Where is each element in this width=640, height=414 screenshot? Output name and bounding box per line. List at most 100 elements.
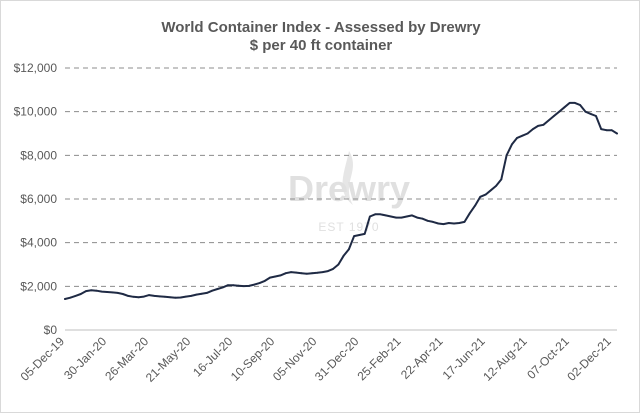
data-point [100,290,103,293]
watermark-brand: Drewry [288,168,410,209]
data-point [164,295,166,298]
data-point [453,222,455,225]
data-point [200,292,203,295]
data-point [489,189,492,192]
data-point [64,298,66,300]
data-point [132,295,135,298]
data-point [411,214,413,217]
data-point [521,134,524,137]
data-point [537,125,539,127]
watermark-flame-icon [342,151,353,205]
watermark-established: EST 1970 [318,220,379,234]
data-point [600,128,603,130]
data-point [263,280,266,282]
data-point [558,110,561,113]
data-point [568,102,571,104]
data-point [505,154,508,157]
data-point [258,282,261,284]
chart-subtitle: $ per 40 ft container [249,37,393,54]
data-point [532,128,534,130]
data-point [153,295,156,297]
data-point [595,115,597,117]
data-point [605,129,608,132]
data-point [447,222,450,224]
data-point [116,292,119,294]
data-point [284,272,287,275]
data-point [185,295,187,298]
data-point [589,113,592,115]
x-tick-label: 25-Feb-21 [355,334,404,383]
x-tick-label: 05-Nov-20 [270,334,320,384]
data-point [384,214,387,217]
data-point [495,185,497,187]
data-point [69,296,72,299]
data-point [190,295,193,297]
data-point [290,271,292,273]
data-point [174,296,177,299]
data-point [179,296,182,299]
data-point [584,110,587,113]
series-line [64,101,618,300]
data-point [211,289,214,292]
data-point [74,295,77,297]
data-point [90,289,93,292]
data-point [574,102,576,104]
y-tick-label: $8,000 [20,148,57,162]
x-tick-label: 05-Dec-19 [18,334,68,384]
x-tick-label: 02-Dec-21 [564,334,614,384]
data-point [106,291,108,293]
data-point [547,119,550,122]
data-point [332,268,334,270]
data-point [516,137,518,139]
data-point [468,212,471,215]
data-point [579,104,582,106]
data-point [511,143,513,146]
x-tick-label: 31-Dec-20 [312,334,362,384]
data-point [421,217,424,220]
data-point [311,272,313,275]
data-point [269,276,271,279]
data-point [363,233,366,235]
data-point [616,132,618,135]
data-point [484,193,487,196]
data-point [553,115,555,117]
data-point [395,216,398,219]
data-point [610,129,613,132]
data-point [206,292,208,294]
data-point [143,295,145,298]
data-point [458,222,461,224]
y-tick-label: $10,000 [14,105,58,119]
data-point [321,271,324,273]
data-point [390,215,392,218]
data-point [221,286,224,289]
data-point [563,106,566,109]
chart-title: World Container Index - Assessed by Drew… [161,19,481,36]
data-point [195,293,198,296]
data-point [148,294,151,296]
data-point [426,219,429,222]
data-point [95,289,98,292]
y-tick-label: $2,000 [20,279,57,293]
data-point [442,223,445,226]
y-tick-label: $0 [44,323,58,337]
data-point [111,291,114,294]
data-point [253,283,256,286]
data-point [405,215,408,218]
data-point [432,221,434,223]
data-point [248,285,250,287]
data-point [437,222,440,225]
data-point [232,284,235,287]
data-point [121,293,124,295]
x-tick-label: 12-Aug-21 [480,334,530,384]
data-point [400,216,403,219]
data-point [526,132,529,135]
data-point [474,204,476,207]
data-point [342,254,345,257]
data-point [216,288,219,290]
data-point [463,221,466,223]
data-point [337,263,340,266]
y-tick-label: $12,000 [14,61,58,75]
data-point [279,274,282,277]
data-point [85,290,87,292]
